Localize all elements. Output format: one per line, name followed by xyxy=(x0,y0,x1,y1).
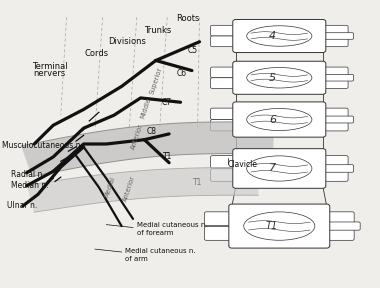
FancyBboxPatch shape xyxy=(204,212,234,226)
FancyBboxPatch shape xyxy=(321,120,348,131)
Text: Clavicle: Clavicle xyxy=(228,160,258,169)
FancyBboxPatch shape xyxy=(211,169,238,181)
FancyBboxPatch shape xyxy=(211,120,238,131)
FancyBboxPatch shape xyxy=(211,36,238,47)
Polygon shape xyxy=(21,122,274,177)
Text: Cords: Cords xyxy=(85,49,109,58)
FancyBboxPatch shape xyxy=(233,20,326,52)
Text: T1: T1 xyxy=(163,152,173,162)
Text: Trunks: Trunks xyxy=(144,26,171,35)
Text: T1: T1 xyxy=(266,221,278,231)
Text: Middle: Middle xyxy=(140,96,152,120)
Text: Superior: Superior xyxy=(149,66,163,95)
Text: Medial cutaneous n.
of forearm: Medial cutaneous n. of forearm xyxy=(137,222,207,236)
FancyBboxPatch shape xyxy=(204,227,234,240)
Text: 7: 7 xyxy=(269,164,276,173)
FancyBboxPatch shape xyxy=(233,149,326,188)
Text: Anterior: Anterior xyxy=(130,123,144,151)
FancyBboxPatch shape xyxy=(229,204,330,248)
Text: C6: C6 xyxy=(177,69,187,78)
FancyBboxPatch shape xyxy=(233,61,326,94)
FancyBboxPatch shape xyxy=(321,169,348,181)
FancyBboxPatch shape xyxy=(233,102,326,137)
Text: Anterior: Anterior xyxy=(122,175,136,202)
Text: Medial cutaneous n.
of arm: Medial cutaneous n. of arm xyxy=(125,248,196,262)
FancyBboxPatch shape xyxy=(321,67,348,78)
FancyBboxPatch shape xyxy=(211,156,238,168)
FancyBboxPatch shape xyxy=(321,116,353,123)
Text: Radial n.: Radial n. xyxy=(11,170,44,179)
Text: C8: C8 xyxy=(146,126,156,136)
FancyBboxPatch shape xyxy=(321,75,353,81)
Text: nervers: nervers xyxy=(33,69,65,78)
FancyBboxPatch shape xyxy=(325,222,360,230)
FancyBboxPatch shape xyxy=(211,25,238,36)
FancyBboxPatch shape xyxy=(211,108,238,120)
Text: Musculocutaneous n.: Musculocutaneous n. xyxy=(2,141,83,150)
Text: 4: 4 xyxy=(269,31,276,41)
Text: Divisions: Divisions xyxy=(108,37,146,46)
FancyBboxPatch shape xyxy=(321,25,348,36)
FancyBboxPatch shape xyxy=(325,227,354,240)
Text: T1: T1 xyxy=(193,178,202,187)
Text: 6: 6 xyxy=(269,115,276,124)
FancyBboxPatch shape xyxy=(325,212,354,226)
Text: Ulnar n.: Ulnar n. xyxy=(7,201,37,211)
Text: 5: 5 xyxy=(269,73,276,83)
FancyBboxPatch shape xyxy=(211,78,238,88)
FancyBboxPatch shape xyxy=(211,67,238,78)
FancyBboxPatch shape xyxy=(321,156,348,168)
FancyBboxPatch shape xyxy=(321,78,348,88)
Text: C7: C7 xyxy=(162,98,172,107)
Text: C5: C5 xyxy=(188,46,198,55)
Text: Roots: Roots xyxy=(176,14,200,23)
Text: Median n.: Median n. xyxy=(11,181,48,190)
FancyBboxPatch shape xyxy=(321,108,348,120)
Text: Medial: Medial xyxy=(104,176,116,198)
Polygon shape xyxy=(27,168,258,212)
Text: Terminal: Terminal xyxy=(32,62,67,71)
FancyBboxPatch shape xyxy=(321,36,348,47)
FancyBboxPatch shape xyxy=(321,33,353,39)
FancyBboxPatch shape xyxy=(321,165,353,172)
